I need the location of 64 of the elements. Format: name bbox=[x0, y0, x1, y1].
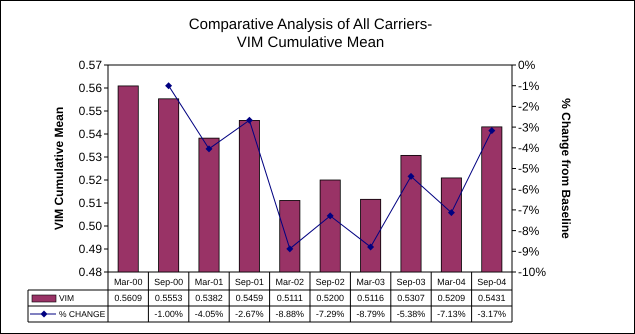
point bbox=[448, 209, 455, 216]
data-label: -2.67% bbox=[235, 309, 264, 320]
point bbox=[165, 82, 172, 90]
y2-tick-label: -3% bbox=[518, 120, 540, 134]
data-label: 0.5200 bbox=[316, 293, 344, 304]
data-label: -7.29% bbox=[316, 309, 344, 320]
y-tick-label: 0.56 bbox=[78, 81, 102, 96]
x-tick-label: Mar-00 bbox=[114, 277, 142, 288]
data-label: 0.5382 bbox=[195, 293, 223, 304]
y-tick-label: 0.49 bbox=[78, 242, 102, 256]
legend-label: % CHANGE bbox=[59, 308, 106, 319]
y-tick-label: 0.53 bbox=[78, 150, 102, 164]
point bbox=[408, 172, 414, 180]
y2-tick-label: -9% bbox=[518, 244, 540, 258]
point bbox=[326, 212, 334, 220]
x-tick-label: Sep-00 bbox=[154, 277, 184, 288]
x-tick-label: Sep-03 bbox=[396, 277, 426, 288]
y2-tick-label: -8% bbox=[518, 224, 540, 238]
point bbox=[246, 116, 253, 124]
point bbox=[206, 145, 212, 152]
x-tick-label: Sep-04 bbox=[477, 277, 506, 288]
y2-tick-label: -10% bbox=[518, 265, 546, 280]
x-tick-label: Sep-02 bbox=[316, 277, 345, 288]
data-label: 0.5209 bbox=[438, 293, 466, 304]
data-label: 0.5459 bbox=[236, 293, 264, 304]
y-tick-label: 0.54 bbox=[78, 127, 102, 142]
y2-axis-title: % Change from Baseline bbox=[559, 98, 573, 240]
x-tick-label: Sep-01 bbox=[234, 277, 264, 288]
x-tick-label: Mar-01 bbox=[194, 277, 224, 288]
data-label: 0.5111 bbox=[276, 293, 303, 304]
y-tick-label: 0.55 bbox=[78, 104, 102, 118]
data-label: 0.5431 bbox=[478, 293, 506, 304]
chart-title: Comparative Analysis of All Carriers- VIM Cumulative Mean bbox=[188, 16, 432, 51]
legend-label: VIM bbox=[59, 292, 74, 303]
data-label: -1.00% bbox=[154, 309, 183, 320]
x-tick-label: Mar-04 bbox=[437, 277, 466, 288]
y-tick-label: 0.57 bbox=[78, 58, 102, 72]
x-tick-label: Mar-03 bbox=[356, 277, 385, 288]
data-label: -4.05% bbox=[194, 309, 224, 320]
data-label: 0.5116 bbox=[357, 293, 384, 304]
point bbox=[488, 127, 496, 134]
y2-tick-label: -2% bbox=[518, 100, 540, 114]
y2-tick-label: 0% bbox=[518, 58, 536, 72]
x-tick-label: Mar-02 bbox=[276, 277, 304, 288]
y-tick-label: 0.50 bbox=[78, 219, 102, 234]
y-tick-label: 0.48 bbox=[78, 265, 102, 280]
y2-tick-label: -6% bbox=[518, 182, 540, 196]
point bbox=[367, 243, 374, 250]
data-label: 0.5553 bbox=[154, 293, 182, 304]
y-tick-label: 0.51 bbox=[78, 196, 102, 210]
data-label: -5.38% bbox=[396, 309, 426, 320]
y2-tick-label: -1% bbox=[518, 78, 540, 93]
data-label: -3.17% bbox=[478, 309, 506, 320]
y-axis-title: VIM Cumulative Mean bbox=[52, 106, 66, 230]
y-tick-label: 0.52 bbox=[78, 173, 102, 188]
data-label: 0.5307 bbox=[397, 293, 425, 304]
y2-tick-label: -4% bbox=[518, 141, 540, 155]
y2-tick-label: -7% bbox=[518, 203, 540, 218]
point bbox=[286, 245, 294, 252]
data-label: -7.13% bbox=[437, 309, 466, 320]
data-label: 0.5609 bbox=[114, 293, 142, 304]
data-label: -8.88% bbox=[276, 309, 304, 320]
data-label: -8.79% bbox=[356, 309, 385, 320]
y2-tick-label: -5% bbox=[518, 162, 540, 176]
